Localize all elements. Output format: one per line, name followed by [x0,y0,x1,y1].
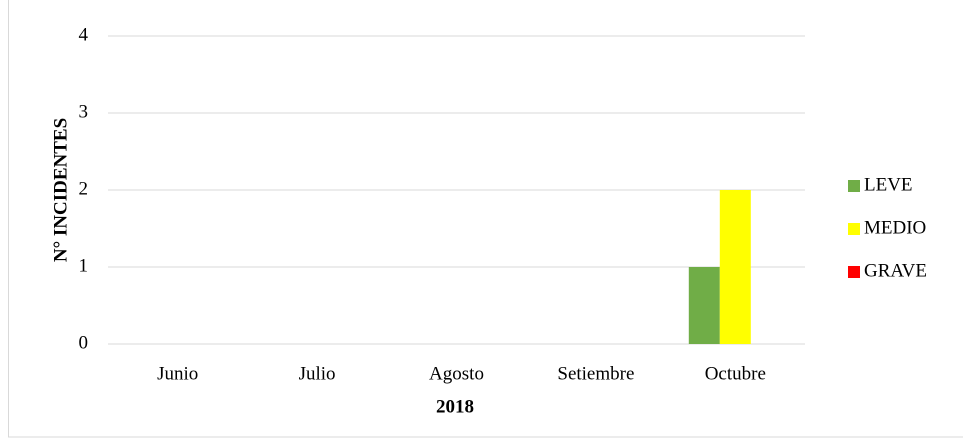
legend-swatch [848,266,860,278]
x-tick-label: Agosto [429,363,484,384]
x-axis-label: 2018 [436,396,474,417]
y-tick-label: 3 [79,101,89,122]
legend-swatch [848,180,860,192]
y-axis-label: N° INCIDENTES [50,118,71,262]
legend-label: GRAVE [864,260,927,281]
x-tick-label: Junio [157,363,198,384]
x-tick-label: Julio [299,363,336,384]
chart-frame [8,0,963,438]
y-tick-label: 2 [79,178,89,199]
legend-label: MEDIO [864,217,926,238]
bar [719,190,751,344]
x-tick-label: Octubre [705,363,766,384]
y-tick-label: 0 [79,332,89,353]
bar [688,267,720,344]
legend-label: LEVE [864,174,913,195]
x-tick-label: Setiembre [557,363,634,384]
y-tick-label: 4 [79,24,89,45]
y-tick-label: 1 [79,255,89,276]
legend-swatch [848,223,860,235]
